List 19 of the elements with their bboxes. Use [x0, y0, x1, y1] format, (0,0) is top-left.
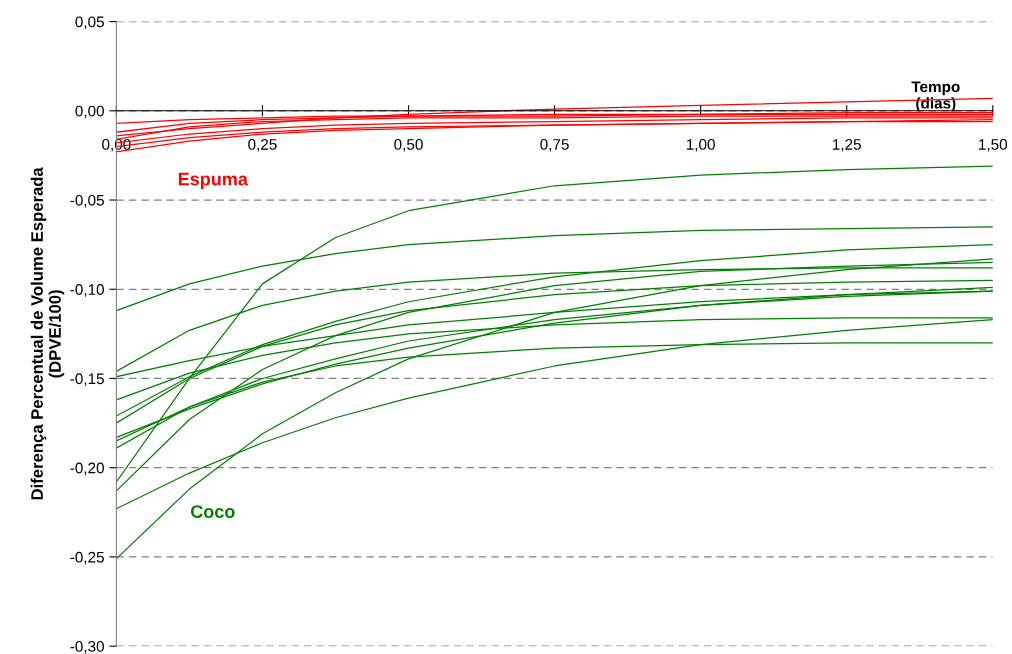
x-tick-label: 1,00	[686, 138, 715, 152]
y-tick-label: -0,05	[70, 194, 104, 208]
x-axis-title: Tempo (dias)	[911, 81, 960, 112]
x-tick-label: 1,25	[833, 138, 861, 152]
y-tick-label: -0,20	[70, 462, 104, 476]
x-tick-label: 0,00	[102, 138, 131, 152]
text: Espuma	[178, 172, 249, 190]
y-tick-label: -0,15	[70, 373, 104, 386]
x-tick-label: 0,50	[394, 138, 423, 152]
y-tick-label: 0,00	[75, 105, 104, 119]
x-tick-label: 0,25	[248, 138, 277, 152]
y-tick-label: -0,25	[70, 551, 104, 565]
x-tick-label: 1,50	[979, 138, 1008, 152]
y-tick-label: -0,10	[70, 284, 104, 297]
y-axis-title: Diferença Percentual de Volume Esperada (DPVE/100)	[30, 167, 65, 500]
text: Coco	[190, 505, 235, 519]
x-tick-label: 0,75	[540, 138, 569, 152]
y-tick-label: -0,30	[70, 641, 104, 654]
y-tick-label: 0,05	[75, 16, 104, 30]
